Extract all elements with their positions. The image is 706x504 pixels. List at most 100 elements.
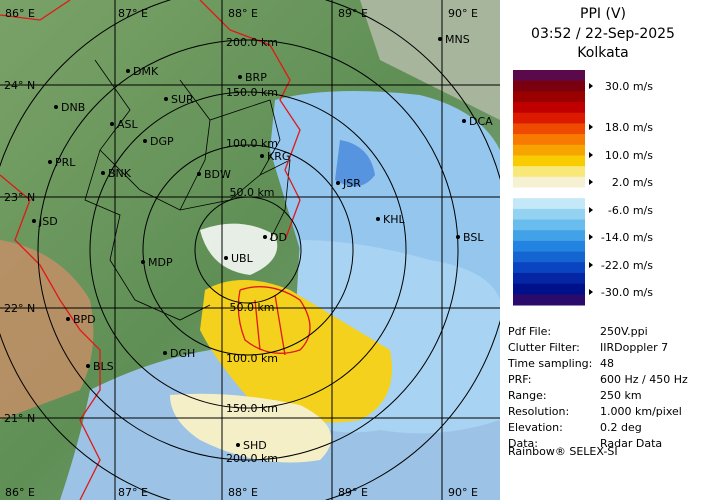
lon-label: 89° E bbox=[338, 7, 368, 20]
station-label: BLS bbox=[93, 360, 114, 373]
station-label: JSR bbox=[342, 177, 361, 190]
lat-label: 23° N bbox=[4, 191, 35, 204]
range-ring bbox=[37, 39, 459, 461]
station-label: SUR bbox=[171, 93, 194, 106]
info-key: Range: bbox=[508, 389, 547, 402]
footer: Rainbow® SELEX-SI bbox=[508, 445, 618, 458]
station-label: DGP bbox=[150, 135, 174, 148]
station-dot bbox=[66, 317, 70, 321]
station-dot bbox=[376, 217, 380, 221]
lon-label: 88° E bbox=[228, 7, 258, 20]
map-labels: 86° E 86° E 87° E 87° E 88° E 88° E 89° E 89° E… bbox=[4, 7, 493, 499]
range-label: 50.0 km bbox=[229, 301, 274, 314]
station-dot bbox=[86, 364, 90, 368]
legend-arrow bbox=[589, 83, 593, 89]
lat-label: 22° N bbox=[4, 302, 35, 315]
station-dot bbox=[336, 181, 340, 185]
color-swatch bbox=[513, 144, 585, 156]
lon-label: 86° E bbox=[5, 7, 35, 20]
legend-label: 18.0 m/s bbox=[605, 121, 653, 134]
station-label: DD bbox=[270, 231, 287, 244]
info-value: 48 bbox=[600, 357, 614, 370]
clutter bbox=[200, 223, 278, 275]
info-value: 250 km bbox=[600, 389, 642, 402]
station-dot bbox=[456, 235, 460, 239]
station-label: DNB bbox=[61, 101, 85, 114]
lat-label: 24° N bbox=[4, 79, 35, 92]
legend-label: -14.0 m/s bbox=[601, 231, 653, 244]
map: 86° E 86° E 87° E 87° E 88° E 88° E 89° E 89° E… bbox=[0, 0, 500, 500]
legend-label: 2.0 m/s bbox=[612, 176, 653, 189]
legend-arrow bbox=[589, 234, 593, 240]
highland bbox=[360, 0, 500, 120]
color-swatch bbox=[513, 198, 585, 210]
lon-label: 86° E bbox=[5, 486, 35, 499]
station-dot bbox=[110, 122, 114, 126]
lon-label: 87° E bbox=[118, 486, 148, 499]
legend-label: 30.0 m/s bbox=[605, 80, 653, 93]
station-dot bbox=[260, 154, 264, 158]
info-key: Time sampling: bbox=[507, 357, 592, 370]
district-borders bbox=[84, 59, 291, 321]
range-ring bbox=[142, 144, 354, 356]
info-value: Radar Data bbox=[600, 437, 662, 450]
station-label: KRG bbox=[267, 150, 290, 163]
range-label: 150.0 km bbox=[226, 402, 278, 415]
info-value: 1.000 km/pixel bbox=[600, 405, 682, 418]
station-label: JSD bbox=[38, 215, 58, 228]
station-dot bbox=[54, 105, 58, 109]
station-label: BPD bbox=[73, 313, 96, 326]
color-swatch bbox=[513, 176, 585, 188]
lat-label: 21° N bbox=[4, 412, 35, 425]
site: Kolkata bbox=[577, 45, 628, 61]
legend-arrow bbox=[589, 152, 593, 158]
station-dot bbox=[238, 75, 242, 79]
info-value: IIRDoppler 7 bbox=[600, 341, 668, 354]
station-label: BRP bbox=[245, 71, 267, 84]
lon-label: 90° E bbox=[448, 486, 478, 499]
station-label: BDW bbox=[204, 168, 231, 181]
graticule bbox=[0, 0, 500, 500]
station-dot bbox=[164, 97, 168, 101]
info-value: 0.2 deg bbox=[600, 421, 642, 434]
lon-label: 88° E bbox=[228, 486, 258, 499]
color-swatch bbox=[513, 80, 585, 92]
station-dot bbox=[197, 172, 201, 176]
legend-label: -30.0 m/s bbox=[601, 286, 653, 299]
range-label: 50.0 km bbox=[229, 186, 274, 199]
color-swatch bbox=[513, 91, 585, 103]
echo-cream bbox=[170, 393, 332, 463]
plateau bbox=[0, 240, 94, 420]
station-dot bbox=[438, 37, 442, 41]
range-label: 100.0 km bbox=[226, 137, 278, 150]
color-swatch bbox=[513, 208, 585, 221]
info-key: Resolution: bbox=[508, 405, 569, 418]
info-key: PRF: bbox=[508, 373, 531, 386]
color-swatch bbox=[513, 123, 585, 135]
echo-strong bbox=[335, 140, 375, 187]
range-ring bbox=[89, 91, 407, 409]
station-label: KHL bbox=[383, 213, 405, 226]
station-label: DGH bbox=[170, 347, 195, 360]
color-swatch bbox=[513, 70, 585, 82]
color-swatch bbox=[513, 262, 585, 274]
station-label: MDP bbox=[148, 256, 173, 269]
time: 03:52 / 22-Sep-2025 bbox=[531, 26, 675, 42]
legend-arrow bbox=[589, 179, 593, 185]
legend-arrow bbox=[589, 124, 593, 130]
station-dot bbox=[462, 119, 466, 123]
legend-label: -22.0 m/s bbox=[601, 259, 653, 272]
station-label: ASL bbox=[117, 118, 139, 131]
station-label: SHD bbox=[243, 439, 267, 452]
color-swatch bbox=[513, 294, 585, 306]
info-value: 600 Hz / 450 Hz bbox=[600, 373, 688, 386]
color-swatch bbox=[513, 102, 585, 114]
color-swatch bbox=[513, 112, 585, 124]
range-label: 100.0 km bbox=[226, 352, 278, 365]
station-label: DMK bbox=[133, 65, 159, 78]
info-table: Pdf File: 250V.ppi Clutter Filter: IIRDoppl… bbox=[507, 325, 688, 450]
station-label: PRL bbox=[55, 156, 76, 169]
station-dot bbox=[236, 443, 240, 447]
